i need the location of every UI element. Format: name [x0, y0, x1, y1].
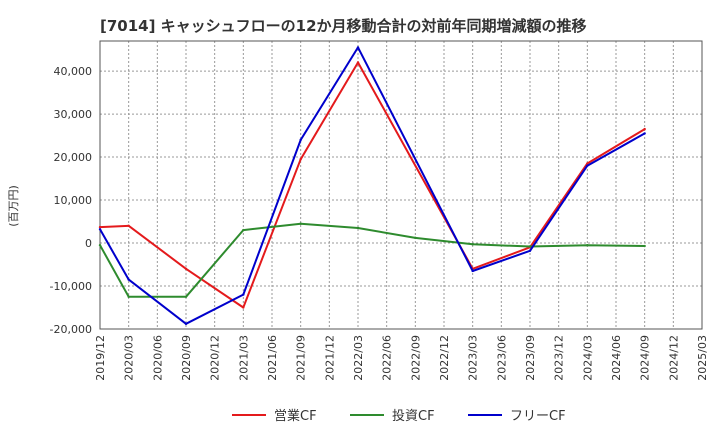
x-tick-label: 2020/06 [151, 335, 164, 381]
data-point [242, 293, 245, 296]
x-tick-label: 2024/12 [667, 335, 680, 381]
chart-title: [7014] キャッシュフローの12か月移動合計の対前年同期増減額の推移 [100, 17, 587, 35]
data-point [98, 243, 102, 247]
data-point [184, 295, 188, 298]
data-point [356, 226, 360, 230]
data-point [356, 61, 360, 64]
x-tick-label: 2021/06 [266, 335, 279, 381]
y-tick-label: 30,000 [54, 108, 93, 121]
x-tick-label: 2023/12 [553, 335, 566, 381]
data-point [471, 269, 474, 273]
data-point [643, 244, 646, 248]
x-tick-label: 2023/06 [495, 335, 508, 381]
data-point [127, 278, 130, 281]
x-tick-label: 2020/12 [209, 335, 222, 381]
x-tick-label: 2025/03 [696, 335, 709, 381]
x-tick-label: 2024/06 [610, 335, 623, 381]
data-point [242, 306, 245, 309]
data-point [356, 46, 360, 49]
grid [100, 41, 702, 330]
legend-label: 営業CF [274, 408, 317, 424]
data-point [643, 132, 646, 135]
y-tick-label: 20,000 [54, 151, 93, 164]
y-tick-label: 0 [85, 237, 92, 250]
x-tick-label: 2021/03 [237, 335, 250, 381]
legend-label: フリーCF [510, 409, 566, 424]
x-tick-label: 2020/09 [180, 335, 193, 381]
data-point [98, 228, 102, 231]
data-point [414, 236, 417, 240]
x-tick-label: 2021/09 [295, 335, 308, 381]
x-tick-label: 2022/09 [409, 335, 422, 381]
plot-frame [99, 40, 703, 330]
data-point [184, 322, 188, 326]
x-tick-label: 2023/09 [524, 335, 537, 381]
x-tick-label: 2020/03 [123, 335, 136, 381]
data-point [471, 243, 474, 246]
x-tick-label: 2019/12 [94, 335, 107, 381]
x-tick-label: 2022/06 [381, 335, 394, 381]
legend: 営業CF 投資CF フリーCF [232, 408, 566, 424]
data-point [242, 228, 245, 232]
series-line-0 [99, 61, 646, 309]
x-tick-label: 2021/12 [323, 335, 336, 381]
data-point [98, 225, 102, 229]
data-point [299, 158, 302, 161]
data-point [127, 224, 130, 228]
data-point [299, 222, 302, 225]
legend-label: 投資CF [392, 408, 435, 424]
data-point [586, 164, 589, 167]
series-lines [98, 46, 646, 326]
y-axis-label: (百万円) [7, 185, 20, 227]
y-tick-label: 40,000 [54, 65, 93, 78]
y-tick-label: -20,000 [50, 323, 92, 336]
y-tick-label: -10,000 [50, 280, 92, 293]
y-tick-label: 10,000 [54, 194, 93, 207]
data-point [184, 267, 188, 271]
x-tick-label: 2022/03 [352, 335, 365, 381]
series-line-2 [99, 46, 646, 325]
x-tick-label: 2024/03 [581, 335, 594, 381]
axes: 2019/12 2020/03 2020/06 2020/09 2020/12 2021/… [50, 40, 709, 381]
x-tick-label: 2022/12 [438, 335, 451, 381]
data-point [586, 243, 589, 247]
x-tick-label: 2023/03 [467, 335, 480, 381]
data-point [643, 127, 646, 131]
x-tick-label: 2024/09 [639, 335, 652, 381]
data-point [299, 138, 302, 142]
data-point [586, 162, 589, 165]
data-point [127, 295, 130, 298]
data-point [528, 249, 532, 252]
data-point [528, 245, 532, 248]
